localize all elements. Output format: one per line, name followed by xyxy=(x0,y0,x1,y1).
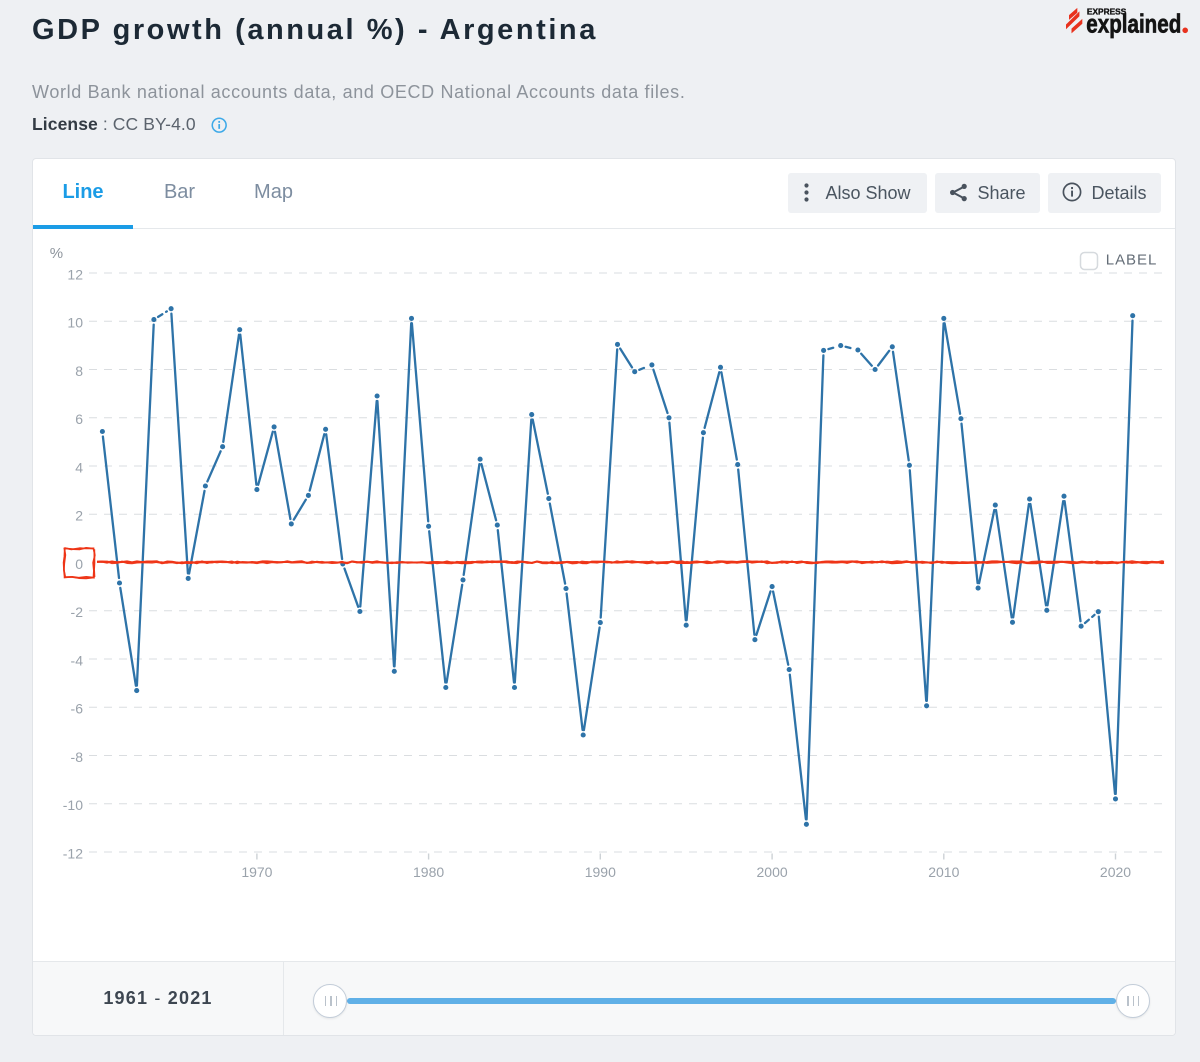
svg-text:1990: 1990 xyxy=(585,864,616,880)
svg-text:-6: -6 xyxy=(71,701,84,717)
svg-text:2010: 2010 xyxy=(928,864,959,880)
svg-text:explained: explained xyxy=(1086,9,1181,39)
svg-text:%: % xyxy=(50,245,63,262)
svg-text:2020: 2020 xyxy=(1100,864,1131,880)
svg-text:EXPRESS: EXPRESS xyxy=(1087,7,1127,16)
svg-text:4: 4 xyxy=(75,459,83,475)
svg-text:10: 10 xyxy=(67,315,83,331)
svg-text:-12: -12 xyxy=(63,845,83,861)
svg-text:6: 6 xyxy=(75,411,83,427)
svg-text:1980: 1980 xyxy=(413,864,444,880)
svg-text:2000: 2000 xyxy=(757,864,788,880)
svg-text:-10: -10 xyxy=(63,797,83,813)
svg-text:1970: 1970 xyxy=(241,864,272,880)
svg-text:LABEL: LABEL xyxy=(1106,252,1157,269)
svg-text:8: 8 xyxy=(75,363,83,379)
svg-text:2: 2 xyxy=(75,508,83,524)
svg-text:-8: -8 xyxy=(71,749,84,765)
svg-text:0: 0 xyxy=(75,556,83,572)
svg-text:-2: -2 xyxy=(71,604,84,620)
svg-text:-4: -4 xyxy=(71,652,84,668)
svg-text:12: 12 xyxy=(67,266,83,282)
